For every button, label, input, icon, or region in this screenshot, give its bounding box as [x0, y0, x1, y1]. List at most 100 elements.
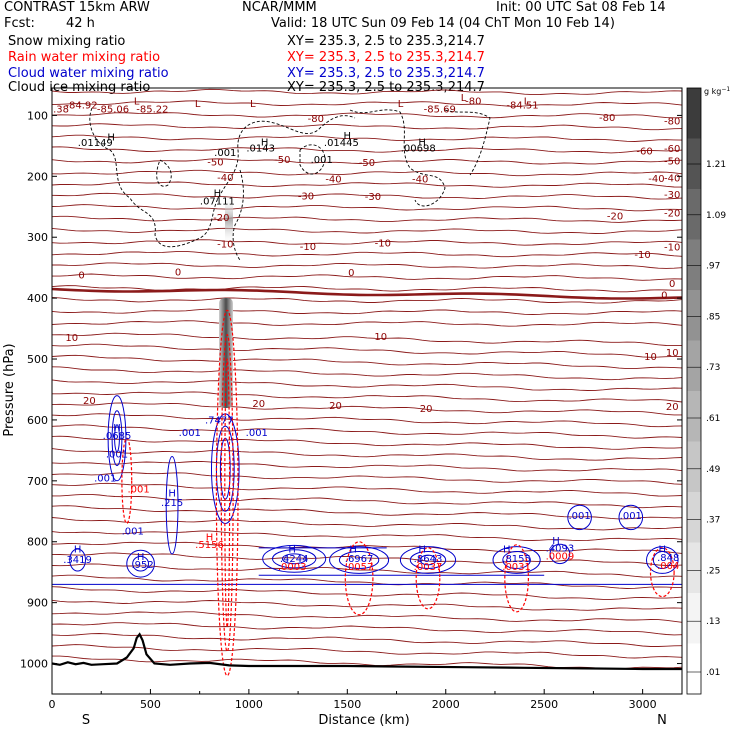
y-tick-label: 800: [27, 536, 48, 549]
y-tick-label: 100: [27, 109, 48, 122]
contour-label: .001: [179, 428, 201, 439]
y-tick-label: 700: [27, 475, 48, 488]
isotherm-line: [52, 379, 682, 391]
contour-label: -40: [325, 174, 341, 185]
rain-water-contour: [121, 437, 133, 524]
isotherm-line: [52, 146, 682, 154]
colorbar-swatch: [687, 643, 701, 694]
rain-water-contour: [649, 547, 675, 598]
contour-label: -85.22: [136, 104, 168, 115]
x-tick-label: 2000: [432, 698, 460, 711]
isotherm-line: [52, 354, 682, 370]
contour-label: .004: [657, 561, 679, 572]
isotherm-line: [52, 505, 682, 520]
cloud-water-contour: [646, 546, 679, 574]
contour-label: .7477: [205, 416, 234, 427]
contour-label: .8155: [502, 554, 531, 565]
contour-label: L: [250, 99, 256, 110]
contour-label: .4244: [280, 554, 309, 565]
isotherm-line: [52, 391, 682, 403]
plot-frame: [51, 87, 683, 695]
y-tick-label: 600: [27, 414, 48, 427]
isotherm-line: [52, 611, 682, 623]
contour-label: -30: [298, 192, 314, 203]
contour-label: 0: [661, 291, 667, 302]
field-xy-cloud-water: XY= 235.3, 2.5 to 235.3,214.7: [287, 66, 485, 81]
contour-label: 20: [83, 396, 96, 407]
contour-label: -30: [365, 192, 381, 203]
colorbar-label: .49: [706, 465, 721, 475]
contour-label: H: [349, 545, 357, 556]
contour-label: -84.51: [506, 101, 538, 112]
colorbar-label: 1.09: [706, 211, 726, 221]
contour-label: H: [418, 137, 426, 148]
contour-label: H: [659, 545, 667, 556]
contour-label: .00698: [401, 143, 436, 154]
cloud-water-contour: [338, 551, 380, 569]
rain-water-contour: [224, 358, 231, 628]
isotherm-level-label: 20: [666, 402, 679, 413]
isotherm-line: [52, 204, 682, 212]
colorbar-swatch: [687, 88, 701, 139]
colorbar-frame: [686, 87, 702, 695]
temperature-isotherms: [52, 88, 682, 670]
isotherm-line: [52, 332, 682, 347]
contour-label: L: [461, 93, 467, 104]
contour-label: H: [261, 137, 269, 148]
y-tick-label: 300: [27, 231, 48, 244]
cloud-water-contour: [399, 546, 457, 574]
contour-label: -50: [274, 155, 290, 166]
colorbar-label: .13: [706, 617, 720, 627]
contour-label: -85.69: [424, 104, 456, 115]
colorbar-label: .73: [706, 363, 720, 373]
colorbar-label: .97: [706, 262, 720, 272]
contour-label: .952: [131, 560, 153, 571]
field-xy-snow: XY= 235.3, 2.5 to 235.3,214.7: [287, 34, 485, 49]
isotherm-line: [52, 181, 682, 188]
isotherm-line: [52, 482, 682, 497]
isotherm-line: [52, 366, 682, 381]
contour-label: .001: [127, 484, 149, 495]
isotherm-line: [52, 541, 682, 554]
isotherm-level-label: -30: [664, 190, 680, 201]
colorbar-label: 1.21: [706, 160, 726, 170]
south-end-label: S: [82, 713, 90, 728]
contour-label: -10: [300, 242, 316, 253]
valid-time: Valid: 18 UTC Sun 09 Feb 14 (04 ChT Mon …: [271, 16, 615, 31]
contour-labels: -84.92 -85.06 -85.22 -85.69 -84.51 5.38 -80 -80…: [52, 93, 680, 573]
contour-label: 0: [78, 271, 84, 282]
cloud-water-contour: [329, 546, 390, 574]
contour-label: -50: [207, 157, 223, 168]
contour-label: L: [195, 99, 201, 110]
cloud-water-contour: [618, 504, 644, 531]
cloud-water-contour: [126, 549, 155, 578]
y-axis-label: Pressure (hPa): [2, 343, 17, 436]
contour-label: .8643: [414, 554, 443, 565]
field-xy-rain: XY= 235.3, 2.5 to 235.3,214.7: [287, 50, 485, 65]
cloud-water-contour: [492, 546, 541, 574]
x-tick-label: 1000: [235, 698, 263, 711]
isotherm-line: [52, 308, 682, 315]
isotherm-line: [52, 158, 682, 165]
cloud-water-contour: [111, 410, 123, 467]
y-tick-label: 500: [27, 353, 48, 366]
isotherm-level-label: -60: [664, 144, 680, 155]
rain-water-contour: [504, 544, 529, 613]
contour-label: -10: [375, 238, 391, 249]
axes: 0 500 1000 1500 2000 2500 30001002003004005006…: [20, 109, 682, 711]
isotherm-line: [52, 530, 682, 542]
rain-water-contour: [215, 309, 239, 677]
contour-label: .0143: [246, 143, 275, 154]
contour-label: .3419: [63, 555, 92, 566]
snow-shading: [219, 195, 233, 408]
contour-label: -80: [308, 114, 324, 125]
cloud-ice-contours: [89, 107, 491, 261]
isotherm-line: [52, 586, 682, 600]
contour-label: .001: [106, 450, 128, 461]
contour-label: -20: [213, 213, 229, 224]
contour-label: L: [524, 96, 530, 107]
isotherm-line: [52, 123, 682, 131]
contour-label: H: [344, 131, 352, 142]
forecast-hours: 42 h: [66, 16, 95, 31]
cloud-ice-contour: [89, 107, 356, 248]
